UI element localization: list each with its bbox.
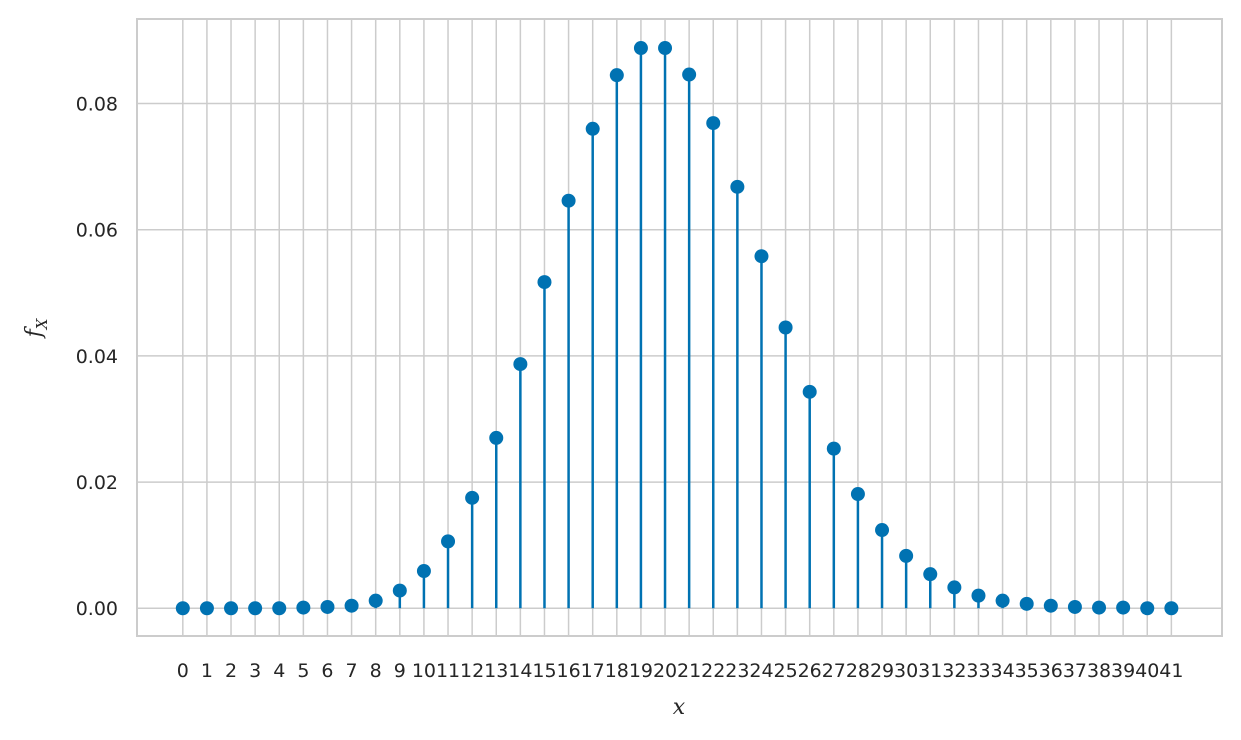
stem-marker (224, 601, 239, 616)
x-tick-label: 6 (321, 660, 333, 682)
stem-marker (175, 601, 190, 616)
plot-frame (136, 18, 1223, 637)
x-tick-label: 5 (297, 660, 309, 682)
stem-marker (778, 320, 793, 335)
x-tick-label: 33 (966, 660, 990, 682)
x-tick-label: 34 (990, 660, 1014, 682)
stem-marker (513, 357, 528, 372)
x-tick-label: 4 (273, 660, 285, 682)
stem-marker (706, 116, 721, 131)
x-tick-label: 25 (773, 660, 797, 682)
stem-marker (1067, 599, 1082, 614)
stem-series (302, 48, 1125, 609)
y-axis-label-subscript: X (33, 317, 51, 330)
stem-marker (730, 179, 745, 194)
y-tick-label: 0.04 (76, 346, 118, 368)
x-tick-label: 30 (894, 660, 918, 682)
x-tick-label: 40 (1135, 660, 1159, 682)
stem-marker (923, 567, 938, 582)
x-tick-label: 0 (177, 660, 189, 682)
x-tick-label: 19 (629, 660, 653, 682)
stem-marker (682, 67, 697, 82)
x-tick-label: 36 (1039, 660, 1063, 682)
x-tick-label: 8 (370, 660, 382, 682)
x-tick-label: 21 (677, 660, 701, 682)
stem-marker (441, 534, 456, 549)
x-tick-label: 15 (532, 660, 556, 682)
x-tick-label: 39 (1111, 660, 1135, 682)
x-tick-label: 11 (436, 660, 460, 682)
x-tick-label: 17 (581, 660, 605, 682)
x-tick-label: 26 (798, 660, 822, 682)
x-tick-label: 3 (249, 660, 261, 682)
x-tick-label: 1 (201, 660, 213, 682)
stem-marker (561, 193, 576, 208)
stem-marker (585, 121, 600, 136)
stem-marker (1092, 600, 1107, 615)
x-tick-label: 13 (484, 660, 508, 682)
stem-marker (609, 68, 624, 83)
stem-marker (947, 580, 962, 595)
stem-marker (850, 487, 865, 502)
stem-marker (489, 430, 504, 445)
x-tick-label: 27 (822, 660, 846, 682)
stem-marker (971, 588, 986, 603)
y-tick-label: 0.02 (76, 472, 118, 494)
stem-marker (1116, 600, 1131, 615)
y-axis-label: fX (22, 317, 51, 339)
stem-marker (1019, 596, 1034, 611)
stem-marker (296, 600, 311, 615)
stem-marker (320, 599, 335, 614)
stem-marker (368, 593, 383, 608)
stem-marker (754, 249, 769, 264)
x-tick-label: 35 (1015, 660, 1039, 682)
x-tick-label: 24 (749, 660, 773, 682)
x-tick-label: 31 (918, 660, 942, 682)
stem-marker (802, 384, 817, 399)
x-tick-label: 10 (412, 660, 436, 682)
y-tick-label: 0.08 (76, 94, 118, 116)
x-tick-label: 22 (701, 660, 725, 682)
y-tick-labels: 0.00 0.02 0.04 0.06 0.08 (76, 94, 118, 621)
x-tick-label: 7 (346, 660, 358, 682)
x-tick-label: 41 (1159, 660, 1183, 682)
marker-series (175, 41, 1179, 616)
stem-marker (344, 598, 359, 613)
stem-marker (465, 490, 480, 505)
stem-marker (1164, 601, 1179, 616)
x-tick-label: 37 (1063, 660, 1087, 682)
x-tick-label: 23 (725, 660, 749, 682)
stem-marker (658, 41, 673, 56)
x-tick-label: 12 (460, 660, 484, 682)
x-tick-label: 20 (653, 660, 677, 682)
stem-marker (1043, 598, 1058, 613)
x-tick-label: 29 (870, 660, 894, 682)
stem-marker (826, 441, 841, 456)
stem-marker (248, 601, 263, 616)
stem-marker (392, 583, 407, 598)
stem-marker (272, 601, 287, 616)
x-axis-label: x (673, 695, 686, 720)
x-tick-label: 9 (394, 660, 406, 682)
x-tick-label: 38 (1087, 660, 1111, 682)
x-tick-label: 28 (846, 660, 870, 682)
x-tick-label: 16 (556, 660, 580, 682)
stem-marker (995, 593, 1010, 608)
stem-marker (416, 564, 431, 579)
stem-marker (537, 275, 552, 290)
x-tick-labels: 0 1 2 3 4 5 6 7 8 9 10 11 12 13 14 15 16 17 18 19 20 21 22 23 24… (177, 660, 1184, 682)
stem-marker (633, 41, 648, 56)
grid-lines (137, 19, 1222, 636)
stem-marker (875, 523, 890, 538)
y-tick-label: 0.06 (76, 220, 118, 242)
stem-marker (199, 601, 214, 616)
x-tick-label: 18 (605, 660, 629, 682)
stem-marker (899, 548, 914, 563)
x-tick-label: 14 (508, 660, 532, 682)
stem-marker (1140, 601, 1155, 616)
x-tick-label: 2 (225, 660, 237, 682)
x-tick-label: 32 (942, 660, 966, 682)
y-tick-label: 0.00 (76, 598, 118, 620)
